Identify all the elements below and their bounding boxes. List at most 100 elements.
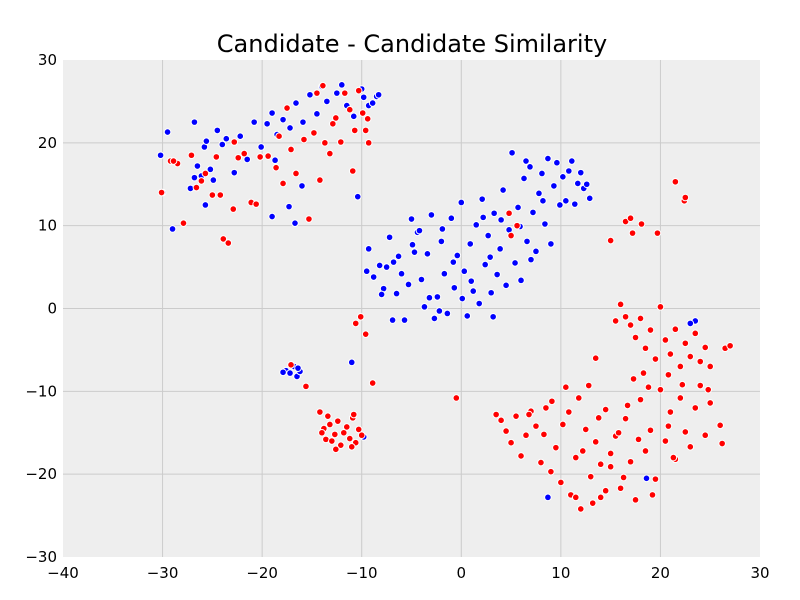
data-point-red <box>623 401 632 410</box>
data-point-red <box>666 408 675 416</box>
data-point-red <box>368 379 377 387</box>
data-point-red <box>275 132 283 141</box>
data-point-red <box>594 414 603 422</box>
data-point-blue <box>585 194 594 203</box>
data-point-blue <box>502 281 510 290</box>
data-point-red <box>562 383 570 391</box>
data-point-blue <box>529 208 537 217</box>
data-point-red <box>537 458 545 467</box>
data-point-blue <box>347 358 356 367</box>
data-point-blue <box>466 240 475 248</box>
y-tick-label: 10 <box>38 217 57 235</box>
data-point-red <box>641 344 650 353</box>
data-point-red <box>240 149 249 158</box>
data-point-blue <box>522 157 530 165</box>
data-point-red <box>358 109 367 117</box>
data-point-red <box>626 457 635 466</box>
data-point-red <box>701 431 710 440</box>
data-point-red <box>716 421 724 430</box>
data-point-red <box>596 460 605 469</box>
data-point-red <box>661 437 670 445</box>
data-point-red <box>187 151 196 160</box>
data-point-red <box>300 135 308 144</box>
data-point-red <box>361 126 370 135</box>
data-point-blue <box>313 110 321 118</box>
data-point-red <box>361 330 370 338</box>
data-point-blue <box>499 186 507 194</box>
data-point-blue <box>532 247 540 256</box>
data-point-red <box>505 209 513 218</box>
data-point-red <box>614 428 623 437</box>
data-point-blue <box>550 182 558 190</box>
data-point-blue <box>190 173 199 182</box>
data-point-red <box>606 462 615 471</box>
data-point-blue <box>279 115 287 124</box>
data-point-blue <box>453 251 462 260</box>
data-point-blue <box>538 169 546 178</box>
data-point-red <box>532 422 540 430</box>
data-point-blue <box>163 128 172 136</box>
data-point-red <box>318 428 326 437</box>
data-point-blue <box>420 303 429 311</box>
data-point-red <box>681 428 690 436</box>
data-point-red <box>497 416 505 425</box>
x-tick-label: 30 <box>750 564 769 582</box>
data-point-red <box>208 191 217 199</box>
data-point-red <box>548 397 556 406</box>
data-point-red <box>686 352 695 361</box>
data-point-blue <box>389 258 398 266</box>
data-point-red <box>252 200 260 208</box>
data-point-red <box>588 499 597 507</box>
y-tick-label: 20 <box>38 134 57 152</box>
data-point-blue <box>333 89 341 97</box>
data-point-blue <box>467 277 476 285</box>
chart-title: Candidate - Candidate Similarity <box>217 30 607 58</box>
data-point-red <box>169 157 178 165</box>
data-point-red <box>345 434 354 443</box>
data-point-red <box>696 357 705 366</box>
data-point-red <box>324 412 332 420</box>
data-point-blue <box>475 299 484 308</box>
data-point-blue <box>508 148 516 157</box>
data-point-blue <box>449 258 458 266</box>
data-point-blue <box>323 97 331 106</box>
data-point-blue <box>285 202 293 211</box>
data-points <box>156 81 734 513</box>
data-point-blue <box>514 203 522 212</box>
data-point-red <box>502 427 510 435</box>
data-point-red <box>619 473 628 482</box>
data-point-blue <box>268 212 276 221</box>
data-point-red <box>332 445 340 454</box>
data-point-blue <box>292 99 300 107</box>
data-point-red <box>321 139 329 147</box>
data-point-red <box>653 229 662 237</box>
data-point-red <box>326 149 334 158</box>
data-point-red <box>621 414 630 423</box>
data-point-red <box>651 355 660 363</box>
data-point-blue <box>490 209 498 218</box>
data-point-blue <box>686 319 695 328</box>
data-point-blue <box>423 250 432 258</box>
data-point-blue <box>268 109 276 117</box>
data-point-blue <box>457 198 466 207</box>
data-point-blue <box>481 260 489 269</box>
data-point-red <box>678 380 687 389</box>
data-point-red <box>347 443 356 451</box>
data-point-red <box>287 145 295 154</box>
data-point-blue <box>469 287 478 295</box>
data-point-blue <box>236 132 245 141</box>
data-point-red <box>691 404 700 412</box>
data-point-red <box>348 167 357 175</box>
data-point-blue <box>298 182 306 190</box>
data-point-red <box>671 177 680 186</box>
data-point-blue <box>415 226 424 235</box>
data-point-red <box>626 321 635 329</box>
data-point-red <box>578 447 587 455</box>
data-point-red <box>641 447 650 455</box>
data-point-red <box>507 231 515 240</box>
data-point-red <box>631 496 640 504</box>
data-point-red <box>340 89 349 97</box>
data-point-blue <box>359 93 368 102</box>
data-point-red <box>616 300 625 309</box>
